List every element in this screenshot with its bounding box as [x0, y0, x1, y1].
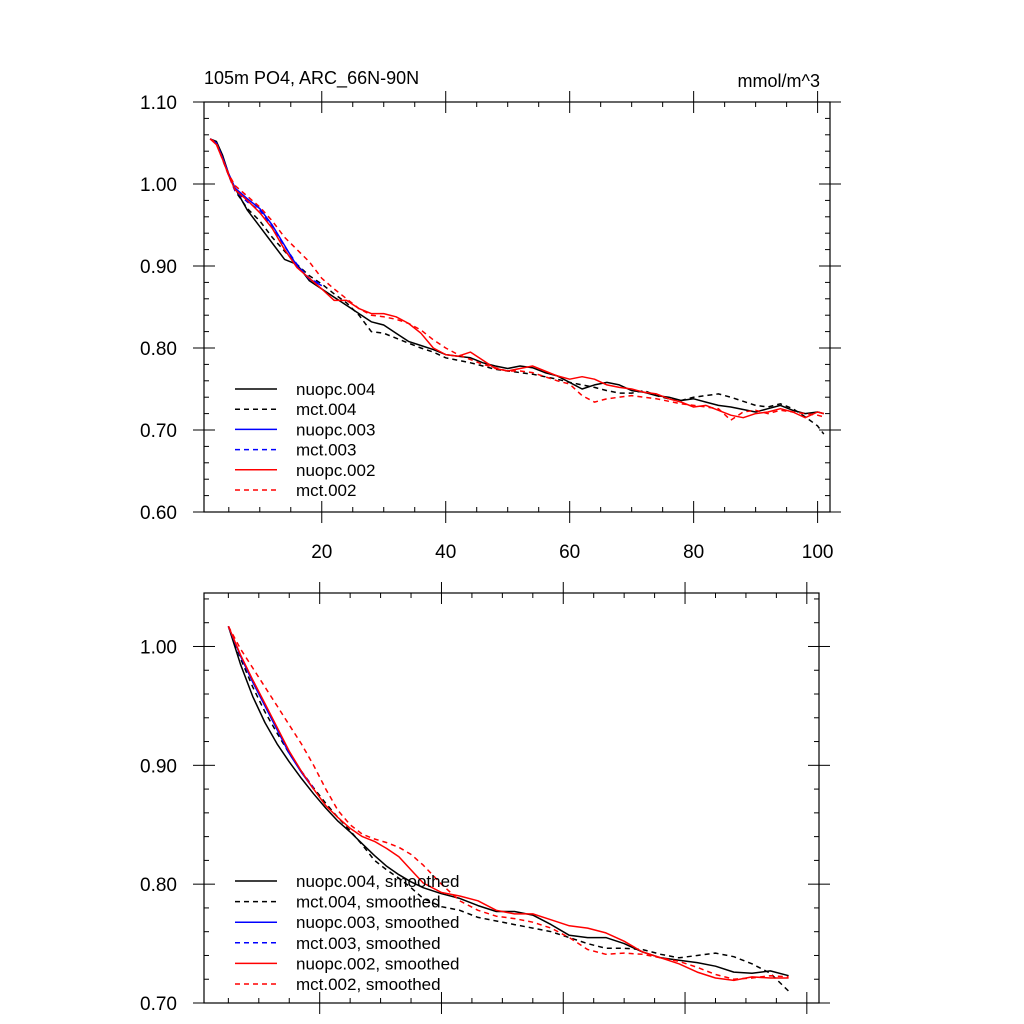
legend-label: mct.002, smoothed [296, 975, 441, 994]
legend-label: mct.003 [296, 441, 356, 460]
series-line-nuopc-004-smoothed [227, 626, 789, 977]
top-series-group [209, 138, 825, 435]
bottom-y-tick-label: 0.90 [140, 756, 177, 777]
bottom-plot-frame [203, 592, 820, 1004]
top-panel-units: mmol/m^3 [738, 71, 820, 91]
top-panel: 105m PO4, ARC_66N-90N mmol/m^3 20 40 60 80 1… [140, 68, 841, 563]
top-y-tick-label: 1.00 [140, 175, 177, 196]
legend-label: mct.003, smoothed [296, 934, 441, 953]
bottom-y-tick-label: 0.80 [140, 875, 177, 896]
series-line-mct-002-smoothed [227, 625, 789, 980]
top-y-tick-label: 0.90 [140, 257, 177, 278]
series-line-nuopc-002 [209, 138, 824, 419]
bottom-series-group [227, 625, 790, 992]
top-y-tick-label: 0.80 [140, 339, 177, 360]
legend-label: nuopc.003, smoothed [296, 913, 460, 932]
top-x-tick-label: 80 [683, 542, 704, 563]
top-plot-frame [203, 101, 831, 513]
top-y-tick-label: 0.60 [140, 503, 177, 524]
series-line-nuopc-002-smoothed [227, 626, 789, 982]
top-panel-title: 105m PO4, ARC_66N-90N [204, 68, 419, 89]
legend-label: nuopc.002, smoothed [296, 954, 460, 973]
legend-label: mct.004, smoothed [296, 893, 441, 912]
top-x-tick-label: 60 [559, 542, 580, 563]
series-line-mct-002 [209, 138, 824, 421]
bottom-y-tick-label: 0.70 [140, 994, 177, 1015]
legend-label: nuopc.004 [296, 380, 375, 399]
legend-label: nuopc.004, smoothed [296, 872, 460, 891]
top-y-tick-label: 0.70 [140, 421, 177, 442]
top-x-tick-label: 20 [311, 542, 332, 563]
bottom-panel: 0.70 0.80 0.90 1.00 nuopc.004, smoothed mct.0… [140, 582, 830, 1015]
top-x-tick-label: 100 [802, 542, 834, 563]
legend-label: mct.004 [296, 400, 356, 419]
legend-label: mct.002 [296, 481, 356, 500]
legend-label: nuopc.002 [296, 461, 375, 480]
legend-label: nuopc.003 [296, 420, 375, 439]
top-x-tick-label: 40 [435, 542, 456, 563]
top-y-tick-label: 1.10 [140, 93, 177, 114]
bottom-y-tick-label: 1.00 [140, 637, 177, 658]
